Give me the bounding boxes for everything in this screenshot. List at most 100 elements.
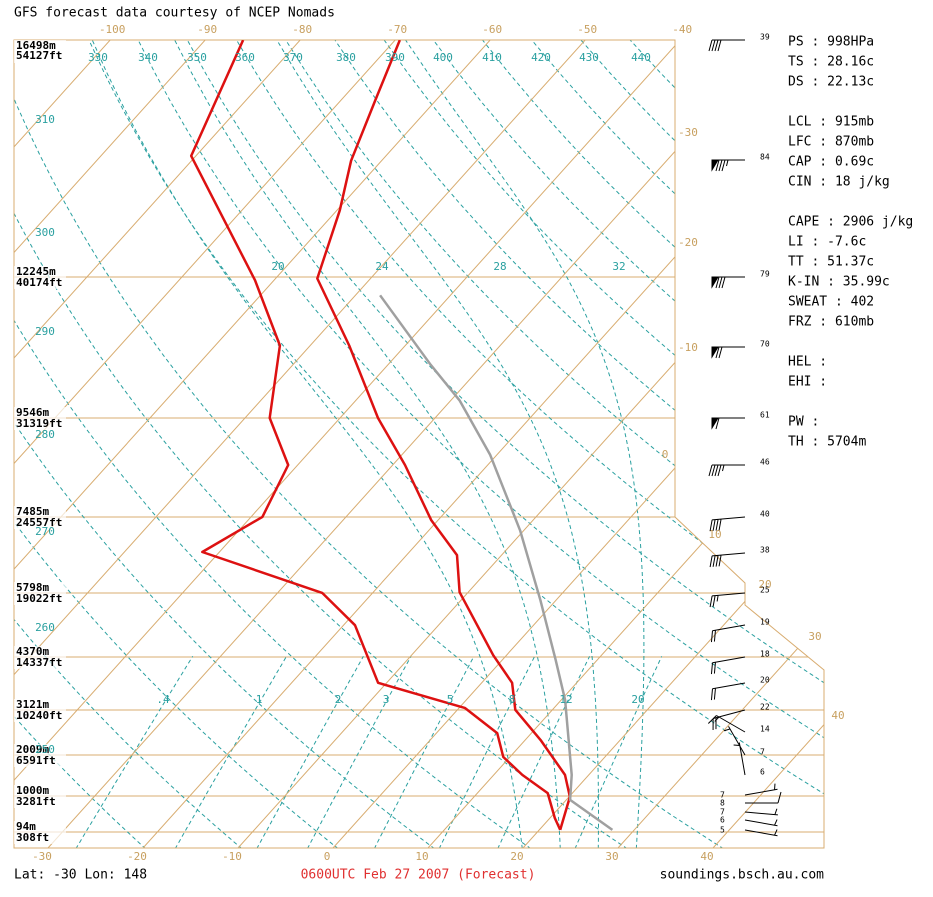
dry-adiabat <box>88 40 824 848</box>
stat: TS : 28.16c <box>788 55 874 70</box>
wind-barb <box>710 656 746 675</box>
isotherm <box>14 40 215 848</box>
wind-speed-label: 6 <box>760 768 765 777</box>
stat: K-IN : 35.99c <box>788 275 890 290</box>
wind-speed-label: 40 <box>760 510 770 519</box>
dry-adiabat <box>580 40 824 848</box>
moist-adiabat <box>174 40 561 848</box>
height-box <box>14 699 66 722</box>
temp-top-label: -90 <box>197 23 217 36</box>
wind-speed-label: 79 <box>760 270 770 279</box>
isotherm <box>14 40 310 848</box>
height-box <box>14 506 66 529</box>
height-box <box>14 646 66 669</box>
temp-top-label: -70 <box>387 23 407 36</box>
stat: CAP : 0.69c <box>788 155 874 170</box>
isotherm <box>14 40 405 848</box>
temp-right-label: 10 <box>708 528 721 541</box>
theta-label: 430 <box>579 51 599 64</box>
wind-speed-label: 61 <box>760 411 770 420</box>
mixing-ratio-label: 1 <box>256 693 263 706</box>
height-ft: 308ft <box>16 831 49 844</box>
temp-right-label: 0 <box>662 448 669 461</box>
height-m: 94m <box>16 820 36 833</box>
height-ft: 24557ft <box>16 516 62 529</box>
theta-label: 410 <box>482 51 502 64</box>
isotherm <box>617 40 824 848</box>
temp-right-label: -10 <box>678 341 698 354</box>
theta-label: 340 <box>138 51 158 64</box>
temp-bottom-label: 20 <box>510 850 523 863</box>
wind-barb <box>708 39 745 52</box>
theta-label: 380 <box>336 51 356 64</box>
theta-label: 310 <box>35 113 55 126</box>
height-ft: 40174ft <box>16 276 62 289</box>
parcel-line <box>379 294 614 831</box>
height-m: 4370m <box>16 645 49 658</box>
dry-adiabat <box>629 40 824 848</box>
height-m: 16498m <box>16 39 56 52</box>
height-ft: 31319ft <box>16 417 62 430</box>
theta-e-label: 28 <box>493 260 506 273</box>
wind-barb <box>744 829 778 837</box>
temp-right-label: -20 <box>678 236 698 249</box>
temp-top-label: -100 <box>99 23 126 36</box>
mixing-ratio-line <box>75 656 194 848</box>
location: Lat: -30 Lon: 148 <box>14 868 147 883</box>
temp-top-label: -40 <box>672 23 692 36</box>
height-box <box>14 40 66 63</box>
height-box <box>14 266 66 289</box>
wind-barb <box>711 159 745 172</box>
temp-bottom-label: 0 <box>324 850 331 863</box>
wind-speed-label: 39 <box>760 33 770 42</box>
stat: PS : 998HPa <box>788 35 874 50</box>
mixing-ratio-label: .4 <box>156 693 170 706</box>
title: GFS forecast data courtesy of NCEP Nomad… <box>14 6 335 21</box>
mixing-ratio-line <box>306 656 412 848</box>
wind-barb <box>745 791 782 804</box>
height-ft: 14337ft <box>16 656 62 669</box>
height-ft: 54127ft <box>16 49 62 62</box>
temp-right-label: 20 <box>758 578 771 591</box>
height-m: 9546m <box>16 406 49 419</box>
theta-label: 440 <box>631 51 651 64</box>
height-m: 12245m <box>16 265 56 278</box>
isotherm <box>14 40 595 848</box>
temp-right-label: 30 <box>808 630 821 643</box>
wind-barb <box>711 346 745 359</box>
wind-barb <box>707 715 746 733</box>
temp-top-label: -50 <box>577 23 597 36</box>
grid <box>14 40 824 848</box>
dry-adiabat <box>236 40 824 848</box>
wind-speed-label: 5 <box>720 826 725 835</box>
isotherm <box>522 40 824 848</box>
wind-barb <box>744 783 778 796</box>
theta-label: 250 <box>35 743 55 756</box>
wind-barb <box>710 624 746 643</box>
temp-bottom-label: 30 <box>605 850 618 863</box>
theta-label: 330 <box>88 51 108 64</box>
theta-label: 350 <box>187 51 207 64</box>
stat: TH : 5704m <box>788 435 866 450</box>
wind-speed-label: 19 <box>760 618 770 627</box>
theta-e-label: 32 <box>612 260 625 273</box>
wind-barb <box>723 726 746 756</box>
moist-adiabat <box>276 40 599 848</box>
dry-adiabat <box>14 40 724 848</box>
mixing-ratio-label: 3 <box>383 693 390 706</box>
height-box <box>14 785 66 808</box>
stat: TT : 51.37c <box>788 255 874 270</box>
stat: PW : <box>788 415 819 430</box>
wind-barb <box>733 742 746 776</box>
stat: LCL : 915mb <box>788 115 874 130</box>
wind-speed-label: 7 <box>720 808 725 817</box>
stat: HEL : <box>788 355 827 370</box>
wind-speed-label: 84 <box>760 153 770 162</box>
mixing-ratio-label: 20 <box>631 693 644 706</box>
temp-bottom-label: -30 <box>32 850 52 863</box>
wind-speed-label: 18 <box>760 650 770 659</box>
mixing-ratio-label: 12 <box>559 693 572 706</box>
mixing-ratio-line <box>373 656 475 848</box>
